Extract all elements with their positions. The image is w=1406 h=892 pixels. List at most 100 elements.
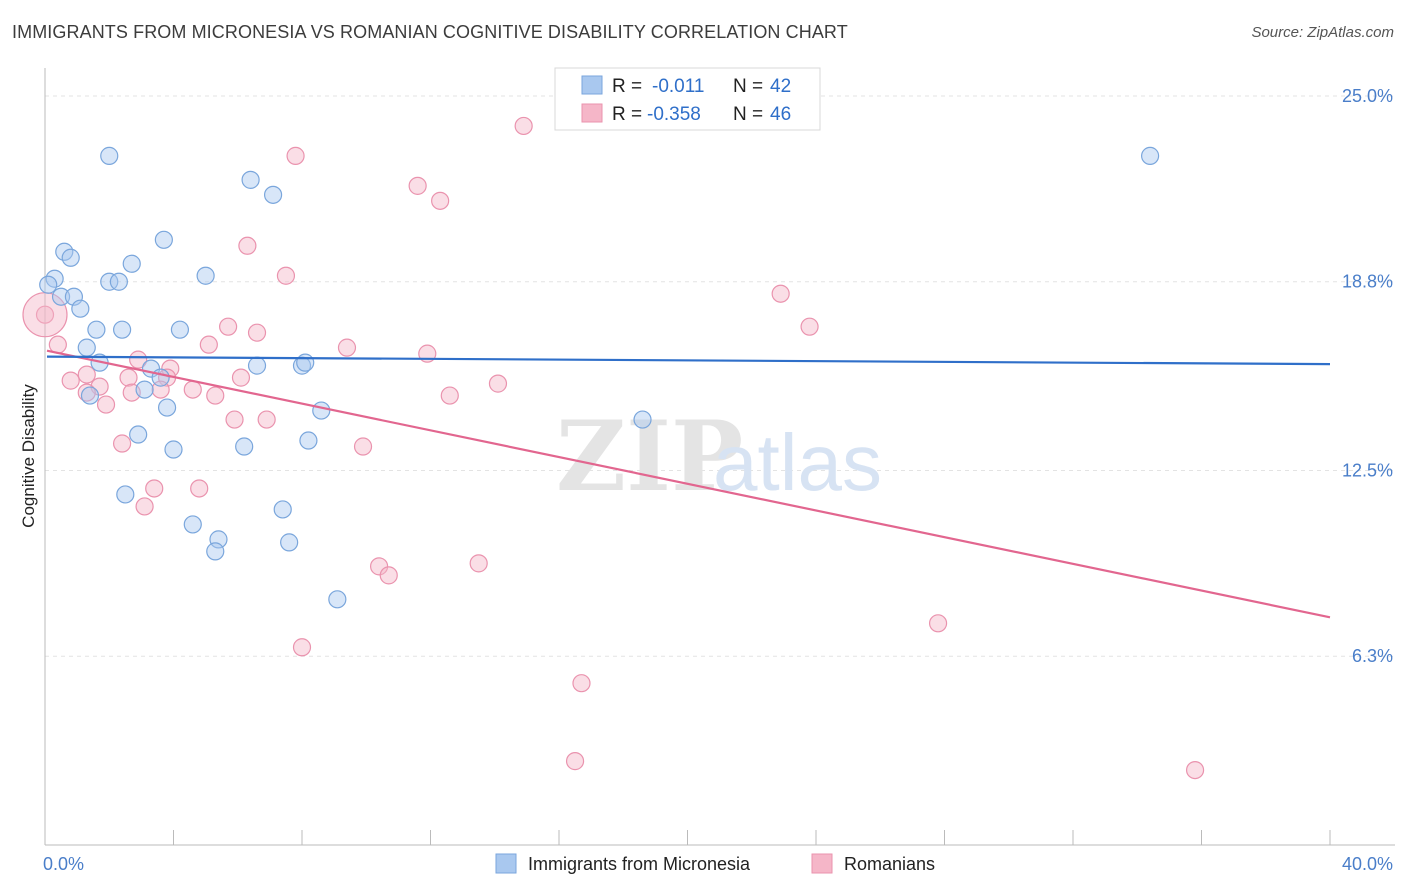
data-point-micronesia (296, 353, 315, 372)
data-point-romanians (379, 566, 398, 585)
data-point-micronesia (164, 440, 183, 459)
watermark-atlas: atlas (713, 418, 882, 507)
data-point-micronesia (100, 272, 119, 291)
data-point-micronesia (1140, 146, 1160, 165)
legend-r-value: -0.358 (647, 104, 701, 125)
data-point-micronesia (312, 401, 331, 420)
data-point-romanians (61, 371, 80, 390)
legend-swatch-romanians (811, 853, 833, 874)
data-point-micronesia (196, 266, 215, 285)
data-point-romanians (247, 323, 267, 342)
legend-n-value: 42 (770, 76, 791, 97)
data-point-romanians (135, 497, 154, 516)
data-point-romanians (199, 335, 218, 354)
data-point-micronesia (39, 275, 58, 294)
legend-n-value: 46 (770, 104, 791, 125)
data-point-micronesia (109, 272, 128, 291)
data-point-romanians (800, 317, 819, 336)
data-point-romanians (206, 386, 225, 405)
legend-label-micronesia: Immigrants from Micronesia (528, 854, 751, 874)
data-point-romanians (190, 479, 209, 498)
data-point-micronesia (151, 368, 170, 387)
data-point-romanians (1185, 760, 1205, 780)
trend-line-romanians (46, 349, 1331, 619)
data-point-micronesia (80, 386, 100, 405)
y-tick-label: 6.3% (1352, 646, 1393, 666)
series-legend: Immigrants from Micronesia Romanians (495, 853, 935, 874)
data-point-romanians (431, 191, 450, 210)
data-point-romanians (292, 638, 312, 657)
data-point-romanians (928, 614, 948, 633)
series-micronesia (39, 146, 1160, 609)
data-point-micronesia (235, 437, 254, 456)
data-point-micronesia (633, 410, 652, 429)
y-axis-title: Cognitive Disability (19, 384, 38, 528)
data-point-romanians (514, 116, 533, 136)
data-point-romanians (145, 479, 164, 498)
data-point-micronesia (183, 515, 202, 534)
y-tick-label: 25.0% (1342, 86, 1393, 106)
data-point-micronesia (170, 320, 190, 339)
legend-r-value: -0.011 (652, 76, 704, 97)
x-tick-labels: 0.0% 40.0% (43, 854, 1393, 874)
legend-r-label: R = (612, 76, 642, 97)
data-point-romanians (408, 176, 427, 195)
legend-n-label: N = (733, 76, 763, 97)
data-point-micronesia (154, 230, 173, 249)
data-point-micronesia (280, 533, 299, 552)
data-point-micronesia (122, 254, 141, 273)
trend-line-micronesia (46, 355, 1331, 366)
data-point-romanians (440, 386, 459, 405)
data-point-romanians (337, 338, 357, 357)
data-point-romanians (112, 434, 132, 453)
data-point-romanians (488, 374, 508, 393)
series-romanians (22, 116, 1205, 780)
source-label: Source: ZipAtlas.com (1251, 24, 1394, 41)
legend-swatch-micronesia (581, 75, 603, 95)
data-point-micronesia (51, 287, 71, 306)
data-point-micronesia (61, 248, 80, 267)
data-point-micronesia (116, 485, 135, 504)
data-point-micronesia (328, 590, 347, 609)
data-point-micronesia (273, 500, 292, 519)
data-point-micronesia (135, 380, 154, 399)
trend-lines (46, 349, 1331, 619)
legend-label-romanians: Romanians (844, 854, 935, 874)
data-point-romanians (77, 383, 96, 402)
data-point-romanians (286, 146, 305, 165)
axes (44, 68, 1395, 846)
data-point-romanians (77, 365, 96, 384)
data-point-micronesia (157, 398, 177, 417)
y-tick-labels: 6.3% 12.5% 18.8% 25.0% (1342, 86, 1393, 666)
data-point-micronesia (87, 320, 106, 339)
watermark-zip: ZIP (556, 400, 743, 513)
data-point-micronesia (206, 542, 225, 561)
data-point-micronesia (100, 146, 119, 165)
y-tick-label: 12.5% (1342, 460, 1393, 480)
legend-n-label: N = (733, 104, 763, 125)
data-point-micronesia (112, 320, 132, 339)
data-point-romanians (257, 410, 276, 429)
y-tick-label: 18.8% (1342, 272, 1393, 292)
data-point-romanians (35, 305, 55, 324)
data-point-romanians (565, 752, 585, 771)
watermark: ZIP atlas (556, 400, 882, 513)
data-point-romanians (469, 554, 488, 573)
data-point-micronesia (209, 530, 228, 549)
x-tick-label: 0.0% (43, 854, 84, 874)
data-point-romanians (231, 368, 251, 387)
data-point-micronesia (263, 185, 283, 204)
data-point-romanians (771, 284, 790, 303)
data-point-micronesia (129, 425, 148, 444)
chart-title: IMMIGRANTS FROM MICRONESIA VS ROMANIAN C… (12, 22, 848, 42)
data-point-romanians (183, 380, 202, 399)
legend-swatch-micronesia (495, 853, 517, 874)
legend-swatch-romanians (581, 103, 603, 123)
data-point-romanians (119, 368, 138, 387)
data-point-micronesia (71, 299, 90, 318)
correlation-legend: R = -0.011 N = 42 R = -0.358 N = 46 (554, 67, 821, 131)
data-point-romanians (238, 236, 257, 255)
data-point-micronesia (241, 170, 260, 189)
data-point-romanians (129, 350, 148, 369)
